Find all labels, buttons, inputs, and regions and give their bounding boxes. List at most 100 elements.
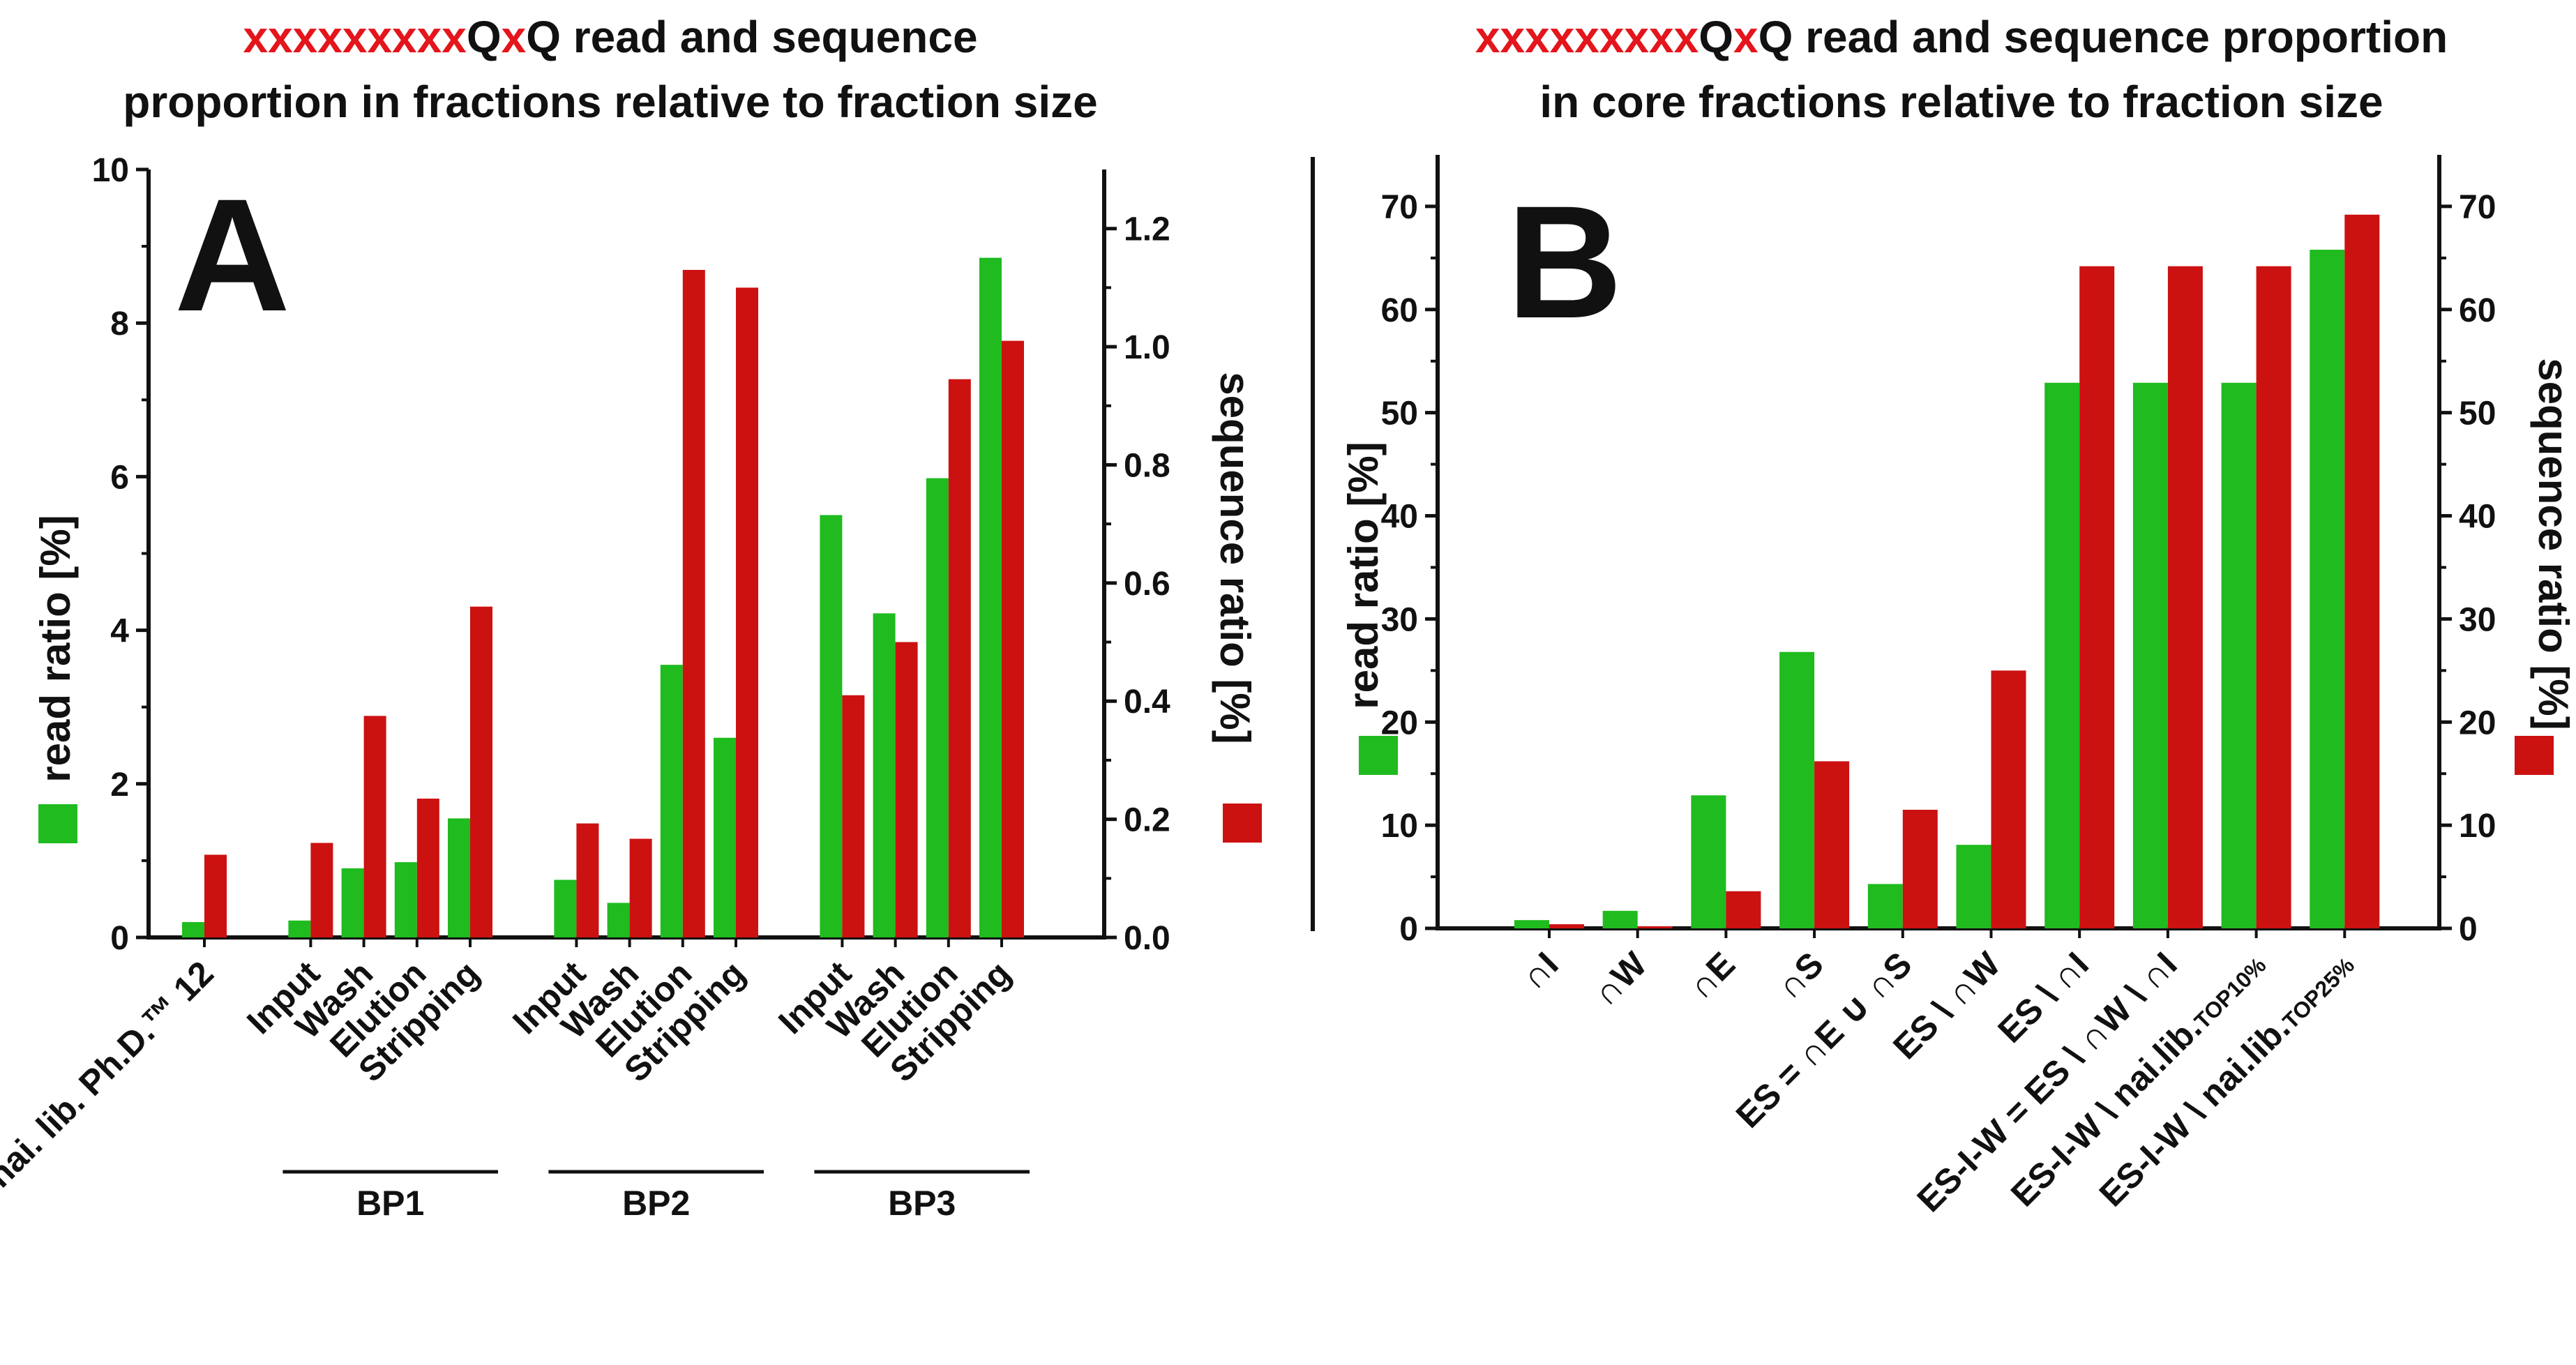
chart-b-ytick-label-left: 20	[1381, 704, 1418, 741]
chart-b-bar-read	[1867, 884, 1903, 928]
title-b-rest: Q read and sequence proportion	[1758, 12, 2448, 62]
chart-b-category-label: ∩I	[1514, 944, 1566, 997]
chart-b-ytick-label-left: 30	[1381, 601, 1418, 638]
chart-b-bar-read	[2310, 250, 2345, 928]
chart-b-ytick-label-right: 70	[2459, 189, 2496, 226]
chart-a-ytick-label-left: 0	[110, 920, 129, 957]
chart-a-ytick-label-left: 2	[110, 767, 129, 804]
chart-b-bar-sequence	[1637, 926, 1673, 928]
chart-b-ylabel-left: read ratio [%]	[1340, 442, 1387, 709]
chart-a-bar-read	[554, 880, 577, 937]
chart-b-bar-sequence	[2167, 266, 2203, 928]
chart-a-bar-sequence	[204, 854, 227, 937]
chart-b-bar-read	[1691, 795, 1726, 928]
chart-b-ytick-label-right: 0	[2459, 911, 2478, 948]
chart-a-bar-sequence	[736, 287, 758, 937]
chart-a-bar-sequence	[682, 269, 705, 937]
title-a-q1: Q	[467, 12, 502, 62]
chart-a-ylabel-left: read ratio [%]	[32, 515, 79, 782]
chart-b-ytick-label-left: 40	[1381, 499, 1418, 536]
chart-b-ytick-label-right: 50	[2459, 395, 2496, 432]
chart-a-bar-sequence	[629, 838, 652, 937]
chart-a-bar-sequence	[1002, 340, 1024, 938]
chart-b-category-label: ∩E	[1680, 944, 1742, 1006]
chart-b-bar-read	[2132, 382, 2168, 928]
chart-b-ylabel-right: sequence ratio [%]	[2530, 358, 2576, 730]
chart-a-legend-read-swatch	[38, 804, 77, 843]
title-b-x-run: xxxxxxxxx	[1475, 12, 1699, 62]
panel-b-title-line1: xxxxxxxxxQxQ read and sequence proportio…	[1475, 12, 2448, 62]
title-b-x2: x	[1733, 12, 1758, 62]
chart-b-ytick-label-left: 70	[1381, 189, 1418, 226]
chart-b-bar-read	[1602, 910, 1638, 928]
chart-a-ytick-label-right: 0.6	[1124, 566, 1170, 603]
chart-a-bar-read	[182, 921, 204, 937]
chart-b-bar-read	[2221, 382, 2257, 928]
chart-a-group-label: BP1	[356, 1184, 424, 1223]
chart-b-ytick-label-left: 60	[1381, 292, 1418, 329]
chart-a-bar-read	[820, 515, 843, 937]
chart-b-category-label: ∩W	[1585, 944, 1655, 1013]
chart-a-ytick-label-left: 6	[110, 459, 129, 496]
chart-a-ytick-label-right: 0.4	[1124, 684, 1170, 721]
chart-a-bar-sequence	[948, 379, 971, 937]
title-a-x-run: xxxxxxxxx	[243, 12, 467, 62]
chart-b-bar-read	[2044, 382, 2080, 928]
chart-a-bar-sequence	[895, 642, 918, 937]
chart-b-bar-sequence	[1549, 924, 1584, 928]
chart-b-bar-sequence	[2079, 266, 2115, 928]
chart-a-bar-read	[448, 818, 470, 937]
chart-b-bar-read	[1779, 651, 1815, 928]
chart-b-bar-read	[1514, 920, 1549, 928]
chart-a-ytick-label-right: 1.2	[1124, 211, 1170, 248]
chart-b-legend-sequence-swatch	[2515, 736, 2554, 775]
chart-a-bar-read	[288, 920, 311, 937]
chart-a-bar-read	[714, 737, 736, 937]
chart-a-bar-sequence	[416, 798, 439, 937]
chart-b-category-label: ∩S	[1769, 944, 1831, 1006]
chart-b-bar-sequence	[1902, 809, 1938, 928]
chart-a-bar-read	[979, 257, 1002, 937]
chart-a-ytick-label-right: 0.0	[1124, 920, 1170, 957]
chart-a-ytick-label-left: 4	[110, 613, 129, 650]
chart-b-legend-read-swatch	[1359, 736, 1398, 775]
chart-a-ytick-label-left: 10	[92, 152, 129, 189]
chart-b-ytick-label-left: 10	[1381, 808, 1418, 845]
chart-b-ytick-label-right: 10	[2459, 808, 2496, 845]
panel-a-title-line2: proportion in fractions relative to frac…	[123, 77, 1098, 127]
chart-a-legend-sequence-swatch	[1223, 804, 1262, 843]
chart-a-bar-sequence	[470, 606, 492, 937]
chart-b-ytick-label-right: 20	[2459, 704, 2496, 741]
chart-b: 0 10 20 30 40 50 60 70 0 10 20 30 40 50 60 70 read ratio…	[1340, 155, 2576, 1219]
chart-a-panel-label: A	[174, 165, 290, 345]
chart-a-bar-read	[873, 613, 896, 937]
chart-a-bar-read	[341, 868, 364, 937]
chart-a-ytick-label-right: 0.2	[1124, 802, 1170, 839]
panel-b-title-line2: in core fractions relative to fraction s…	[1539, 77, 2383, 127]
chart-b-ytick-label-right: 60	[2459, 292, 2496, 329]
chart-b-ytick-label-right: 30	[2459, 601, 2496, 638]
chart-a-ytick-label-right: 0.8	[1124, 447, 1170, 484]
chart-b-panel-label: B	[1507, 172, 1622, 352]
chart-a-group-label: BP2	[622, 1184, 690, 1223]
chart-a-category-label: nai. lib. Ph.D.™ 12	[0, 953, 221, 1195]
chart-a-bar-read	[394, 862, 417, 937]
chart-a-bar-sequence	[363, 716, 386, 937]
chart-a-bar-sequence	[576, 823, 599, 937]
chart-a: 0 2 4 6 8 10 0.0 0.2 0.4 0.6 0.8 1.0 1.2 read ratio […	[0, 152, 1262, 1223]
chart-b-ytick-label-left: 0	[1399, 911, 1418, 948]
chart-b-ytick-label-right: 40	[2459, 499, 2496, 536]
title-a-rest: Q read and sequence	[526, 12, 977, 62]
chart-a-bar-sequence	[842, 695, 865, 937]
chart-a-bar-read	[607, 903, 630, 937]
chart-a-bar-read	[926, 478, 949, 937]
chart-a-bar-sequence	[310, 843, 333, 937]
chart-b-bar-read	[1956, 845, 1991, 928]
chart-b-bar-sequence	[1991, 670, 2026, 928]
title-a-x2: x	[502, 12, 527, 62]
chart-b-bar-sequence	[2256, 266, 2291, 928]
chart-a-bar-read	[660, 665, 683, 937]
chart-a-ytick-label-left: 8	[110, 306, 129, 342]
chart-a-ylabel-right: sequence ratio [%]	[1212, 372, 1258, 744]
